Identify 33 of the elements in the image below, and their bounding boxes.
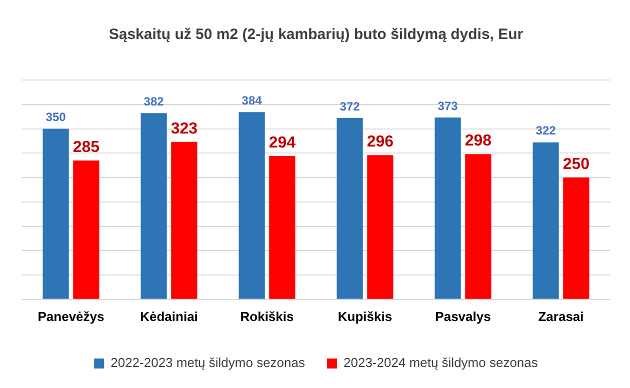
data-label: 285 <box>72 138 100 156</box>
legend-label: 2022-2023 metų šildymo sezonas <box>110 355 306 370</box>
data-label: 296 <box>366 133 394 150</box>
x-tick-label: Rokiškis <box>240 308 294 324</box>
legend-label: 2023-2024 metų šildymo sezonas <box>344 355 538 370</box>
data-label: 294 <box>268 134 296 152</box>
bar <box>465 154 492 299</box>
data-label: 250 <box>562 156 590 173</box>
data-label: 298 <box>464 132 492 150</box>
data-label: 323 <box>170 120 198 138</box>
bar <box>532 142 559 299</box>
x-tick-label: Panevėžys <box>38 308 104 324</box>
data-label: 372 <box>340 99 360 114</box>
data-label: 384 <box>242 93 262 108</box>
bar <box>434 118 461 299</box>
data-label: 350 <box>46 110 66 124</box>
x-tick-label: Zarasai <box>538 308 584 324</box>
bar <box>73 160 100 299</box>
bar <box>367 155 394 299</box>
chart-title: Sąskaitų už 50 m2 (2-jų kambarių) buto šildymą dydis, Eur <box>108 26 524 44</box>
bar <box>140 113 167 299</box>
x-tick-label: Kupiškis <box>338 308 392 324</box>
bar <box>171 142 198 299</box>
bar <box>42 128 69 299</box>
x-tick-label: Kėdainiai <box>140 308 198 324</box>
data-label: 382 <box>144 94 164 108</box>
data-label: 322 <box>536 124 556 138</box>
bar <box>336 118 363 299</box>
bar <box>563 178 590 299</box>
bar <box>238 112 265 299</box>
data-label: 373 <box>438 98 458 113</box>
bar <box>269 156 296 299</box>
x-tick-label: Pasvalys <box>435 308 491 324</box>
